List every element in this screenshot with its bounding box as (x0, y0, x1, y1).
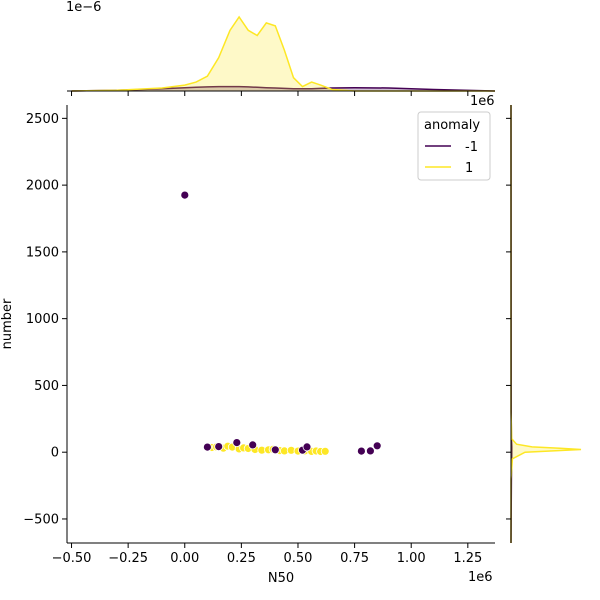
scatter-point-anomaly-neg (372, 441, 382, 451)
scatter-point-anomaly-neg (232, 438, 242, 448)
top-density-line-pos (71, 15, 495, 92)
scatter-point-anomaly-neg (248, 440, 258, 450)
x-tick-label: −0.25 (108, 551, 148, 566)
points-layer (180, 190, 382, 456)
right-density-fill-pos (511, 105, 581, 543)
y-tick-label: 1500 (26, 245, 59, 260)
scatter-point-anomaly-pos (320, 446, 330, 456)
top-offset-label: 1e−6 (66, 0, 101, 15)
right-density-line-pos (510, 105, 582, 543)
y-tick-label: 2500 (26, 112, 59, 127)
legend-frame (417, 111, 491, 181)
scatter-point-anomaly-neg (302, 442, 312, 452)
x-axis-label: N50 (268, 571, 294, 586)
top-density-line-neg (71, 85, 496, 92)
right-density-layer (510, 104, 582, 544)
x-tick-label: 1.25 (453, 551, 482, 566)
scatter-point-anomaly-neg (270, 445, 280, 455)
legend: anomaly -1 1 (417, 111, 491, 181)
right-offset-label: 1e6 (470, 94, 495, 109)
y-tick-label: 500 (34, 379, 59, 394)
x-tick-label: −0.50 (52, 551, 92, 566)
y-axis-label: number (0, 298, 15, 349)
x-tick-label: 0.25 (227, 551, 256, 566)
y-tick-label: 1000 (26, 312, 59, 327)
top-density-fill-pos (71, 17, 495, 91)
top-marginal: 1e−6 (66, 0, 496, 96)
scatter-point-anomaly-neg (365, 446, 375, 456)
scatter-point-anomaly-neg (356, 446, 366, 456)
y-ticks: −500 0 500 1000 1500 2000 2500 (23, 112, 67, 527)
legend-label-pos: 1 (465, 161, 473, 176)
x-tick-label: 0.75 (340, 551, 369, 566)
top-ticks (71, 91, 469, 96)
main-plot: −0.50 −0.25 0.00 0.25 0.50 0.75 1.00 1.25 −500 0… (0, 105, 495, 586)
legend-label-neg: -1 (465, 140, 478, 155)
top-density-layer (71, 15, 496, 92)
right-marginal: 1e6 (470, 94, 582, 544)
y-tick-label: −500 (23, 512, 59, 527)
scatter-point-anomaly-neg (214, 442, 224, 452)
y-tick-label: 0 (51, 446, 59, 461)
x-tick-label: 0.00 (170, 551, 199, 566)
legend-title: anomaly (424, 118, 480, 133)
right-ticks (506, 117, 511, 520)
x-tick-label: 0.50 (284, 551, 313, 566)
x-tick-label: 1.00 (397, 551, 426, 566)
scatter-point-anomaly-neg (180, 190, 190, 200)
y-tick-label: 2000 (26, 179, 59, 194)
scatter-point-anomaly-neg (202, 442, 212, 452)
x-offset-label: 1e6 (468, 570, 493, 585)
x-ticks: −0.50 −0.25 0.00 0.25 0.50 0.75 1.00 1.25 (52, 543, 482, 566)
